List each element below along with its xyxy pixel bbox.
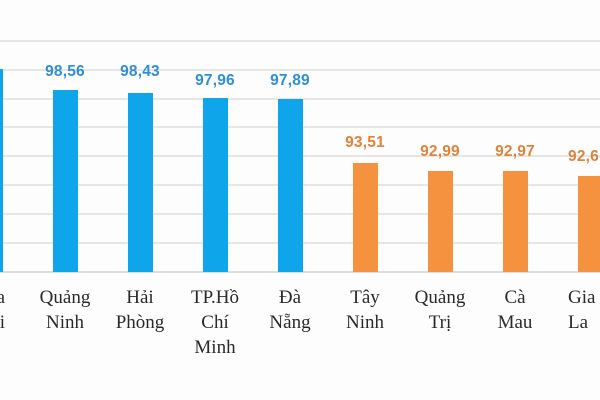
gridline xyxy=(0,69,600,71)
value-label: 97,89 xyxy=(270,72,310,89)
category-label-ha-noi: a i xyxy=(0,285,5,335)
category-line: Trị xyxy=(428,312,452,333)
bar-quang-ninh xyxy=(53,90,78,272)
bar-hai-phong xyxy=(128,93,153,272)
category-line: Chí xyxy=(201,312,229,333)
bar-ca-mau xyxy=(503,171,528,272)
category-line: a xyxy=(0,287,5,308)
value-label: 98,43 xyxy=(120,63,160,80)
category-label-tay-ninh: Tây Ninh xyxy=(320,285,410,335)
value-label: 92,6 xyxy=(568,148,599,165)
value-label: 92,99 xyxy=(420,143,460,160)
category-line: Ninh xyxy=(346,312,384,333)
category-line: TP.Hồ xyxy=(190,287,240,308)
bar-gia-lai xyxy=(578,176,600,272)
category-line: Cà xyxy=(504,287,526,308)
category-label-ca-mau: Cà Mau xyxy=(470,285,560,335)
category-line: Quảng xyxy=(39,287,91,308)
bar-da-nang xyxy=(278,99,303,272)
category-line: Tây xyxy=(350,287,380,308)
bar-ha-noi xyxy=(0,69,3,272)
bar-quang-tri xyxy=(428,171,453,272)
category-label-quang-ninh: Quảng Ninh xyxy=(20,285,110,335)
category-label-gia-lai: Gia La xyxy=(568,285,600,335)
category-line: Mau xyxy=(497,312,533,333)
value-label: 98,56 xyxy=(45,63,85,80)
value-label: 00 xyxy=(0,42,35,60)
category-line: Ninh xyxy=(46,312,84,333)
category-label-da-nang: Đà Nẵng xyxy=(245,285,335,335)
category-line: Hải xyxy=(126,287,154,308)
category-label-hai-phong: Hải Phòng xyxy=(95,285,185,335)
category-label-quang-tri: Quảng Trị xyxy=(395,285,485,335)
category-line: Đà xyxy=(278,287,302,308)
category-line: Minh xyxy=(194,337,236,358)
category-line: Gia xyxy=(568,287,596,308)
x-axis-baseline xyxy=(0,271,600,273)
value-label: 92,97 xyxy=(495,143,535,160)
value-label: 93,51 xyxy=(345,134,385,151)
category-line: Nẵng xyxy=(269,312,311,333)
gridline xyxy=(0,40,600,42)
category-label-tp-ho-chi-minh: TP.Hồ Chí Minh xyxy=(170,285,260,360)
category-line: Phòng xyxy=(115,312,165,333)
category-line: Quảng xyxy=(414,287,466,308)
bar-tay-ninh xyxy=(353,163,378,272)
category-line: i xyxy=(0,312,5,333)
category-line: La xyxy=(568,312,589,333)
value-label: 97,96 xyxy=(195,72,235,89)
bar-tp-ho-chi-minh xyxy=(203,98,228,272)
